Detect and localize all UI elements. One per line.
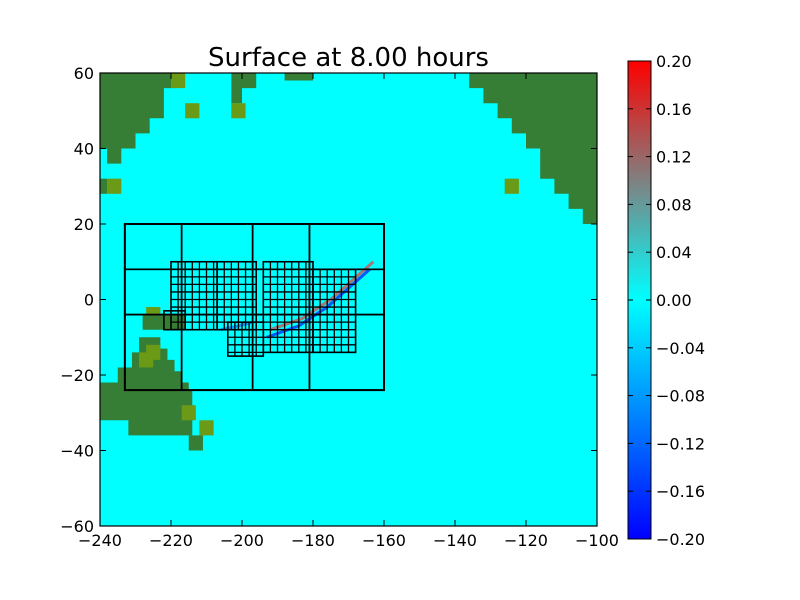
y-tick-label: 20 xyxy=(74,215,94,234)
chart-title: Surface at 8.00 hours xyxy=(208,43,489,73)
land-region xyxy=(100,337,193,436)
x-tick-label: −160 xyxy=(362,531,406,550)
x-tick-label: −140 xyxy=(433,531,477,550)
y-tick-label: −60 xyxy=(60,517,94,536)
colorbar-tick-label: −0.08 xyxy=(656,387,705,406)
colorbar-tick-label: −0.04 xyxy=(656,339,705,358)
x-tick-label: −240 xyxy=(78,531,122,550)
x-tick-label: −220 xyxy=(149,531,193,550)
y-tick-label: −40 xyxy=(60,442,94,461)
x-tick-label: −180 xyxy=(291,531,335,550)
land-region xyxy=(284,73,313,81)
colorbar-tick-label: 0.00 xyxy=(656,291,692,310)
land-region xyxy=(100,178,108,194)
y-tick-label: 40 xyxy=(74,140,94,159)
y-tick-label: −20 xyxy=(60,366,94,385)
y-tick-label: 60 xyxy=(74,64,94,83)
colorbar-tick-label: 0.16 xyxy=(656,100,692,119)
plot-area xyxy=(100,73,597,526)
shoal-cell xyxy=(199,420,214,436)
x-tick-label: −100 xyxy=(575,531,619,550)
colorbar-tick-label: −0.20 xyxy=(656,530,705,549)
shoal-cell xyxy=(181,405,196,421)
colorbar-tick-label: 0.08 xyxy=(656,195,692,214)
shoal-cell xyxy=(231,103,246,119)
colorbar-tick-label: −0.16 xyxy=(656,482,705,501)
land-region xyxy=(174,435,203,451)
land-region xyxy=(359,73,597,224)
shoal-cell xyxy=(171,73,186,89)
y-tick-label: 0 xyxy=(84,291,94,310)
x-tick-label: −200 xyxy=(220,531,264,550)
colorbar: 0.20 0.16 0.12 0.08 0.04 0.00 −0.04 −0.08 −0.12 −… xyxy=(627,52,705,549)
x-tick-label: −120 xyxy=(504,531,548,550)
shoal-cell xyxy=(139,352,154,368)
axes: −240 −220 −200 −180 −160 −140 −120 −100−60−40−2… xyxy=(60,64,619,550)
land-region xyxy=(100,73,175,164)
land-region xyxy=(231,73,257,104)
shoal-cell xyxy=(185,103,200,119)
shoal-cell xyxy=(504,178,519,194)
shoal-cell xyxy=(107,178,122,194)
shoal-cell xyxy=(146,307,161,315)
colorbar-tick-label: 0.12 xyxy=(656,148,692,167)
colorbar-tick-label: −0.12 xyxy=(656,434,705,453)
colorbar-tick-label: 0.04 xyxy=(656,243,692,262)
colorbar-tick-label: 0.20 xyxy=(656,52,692,71)
